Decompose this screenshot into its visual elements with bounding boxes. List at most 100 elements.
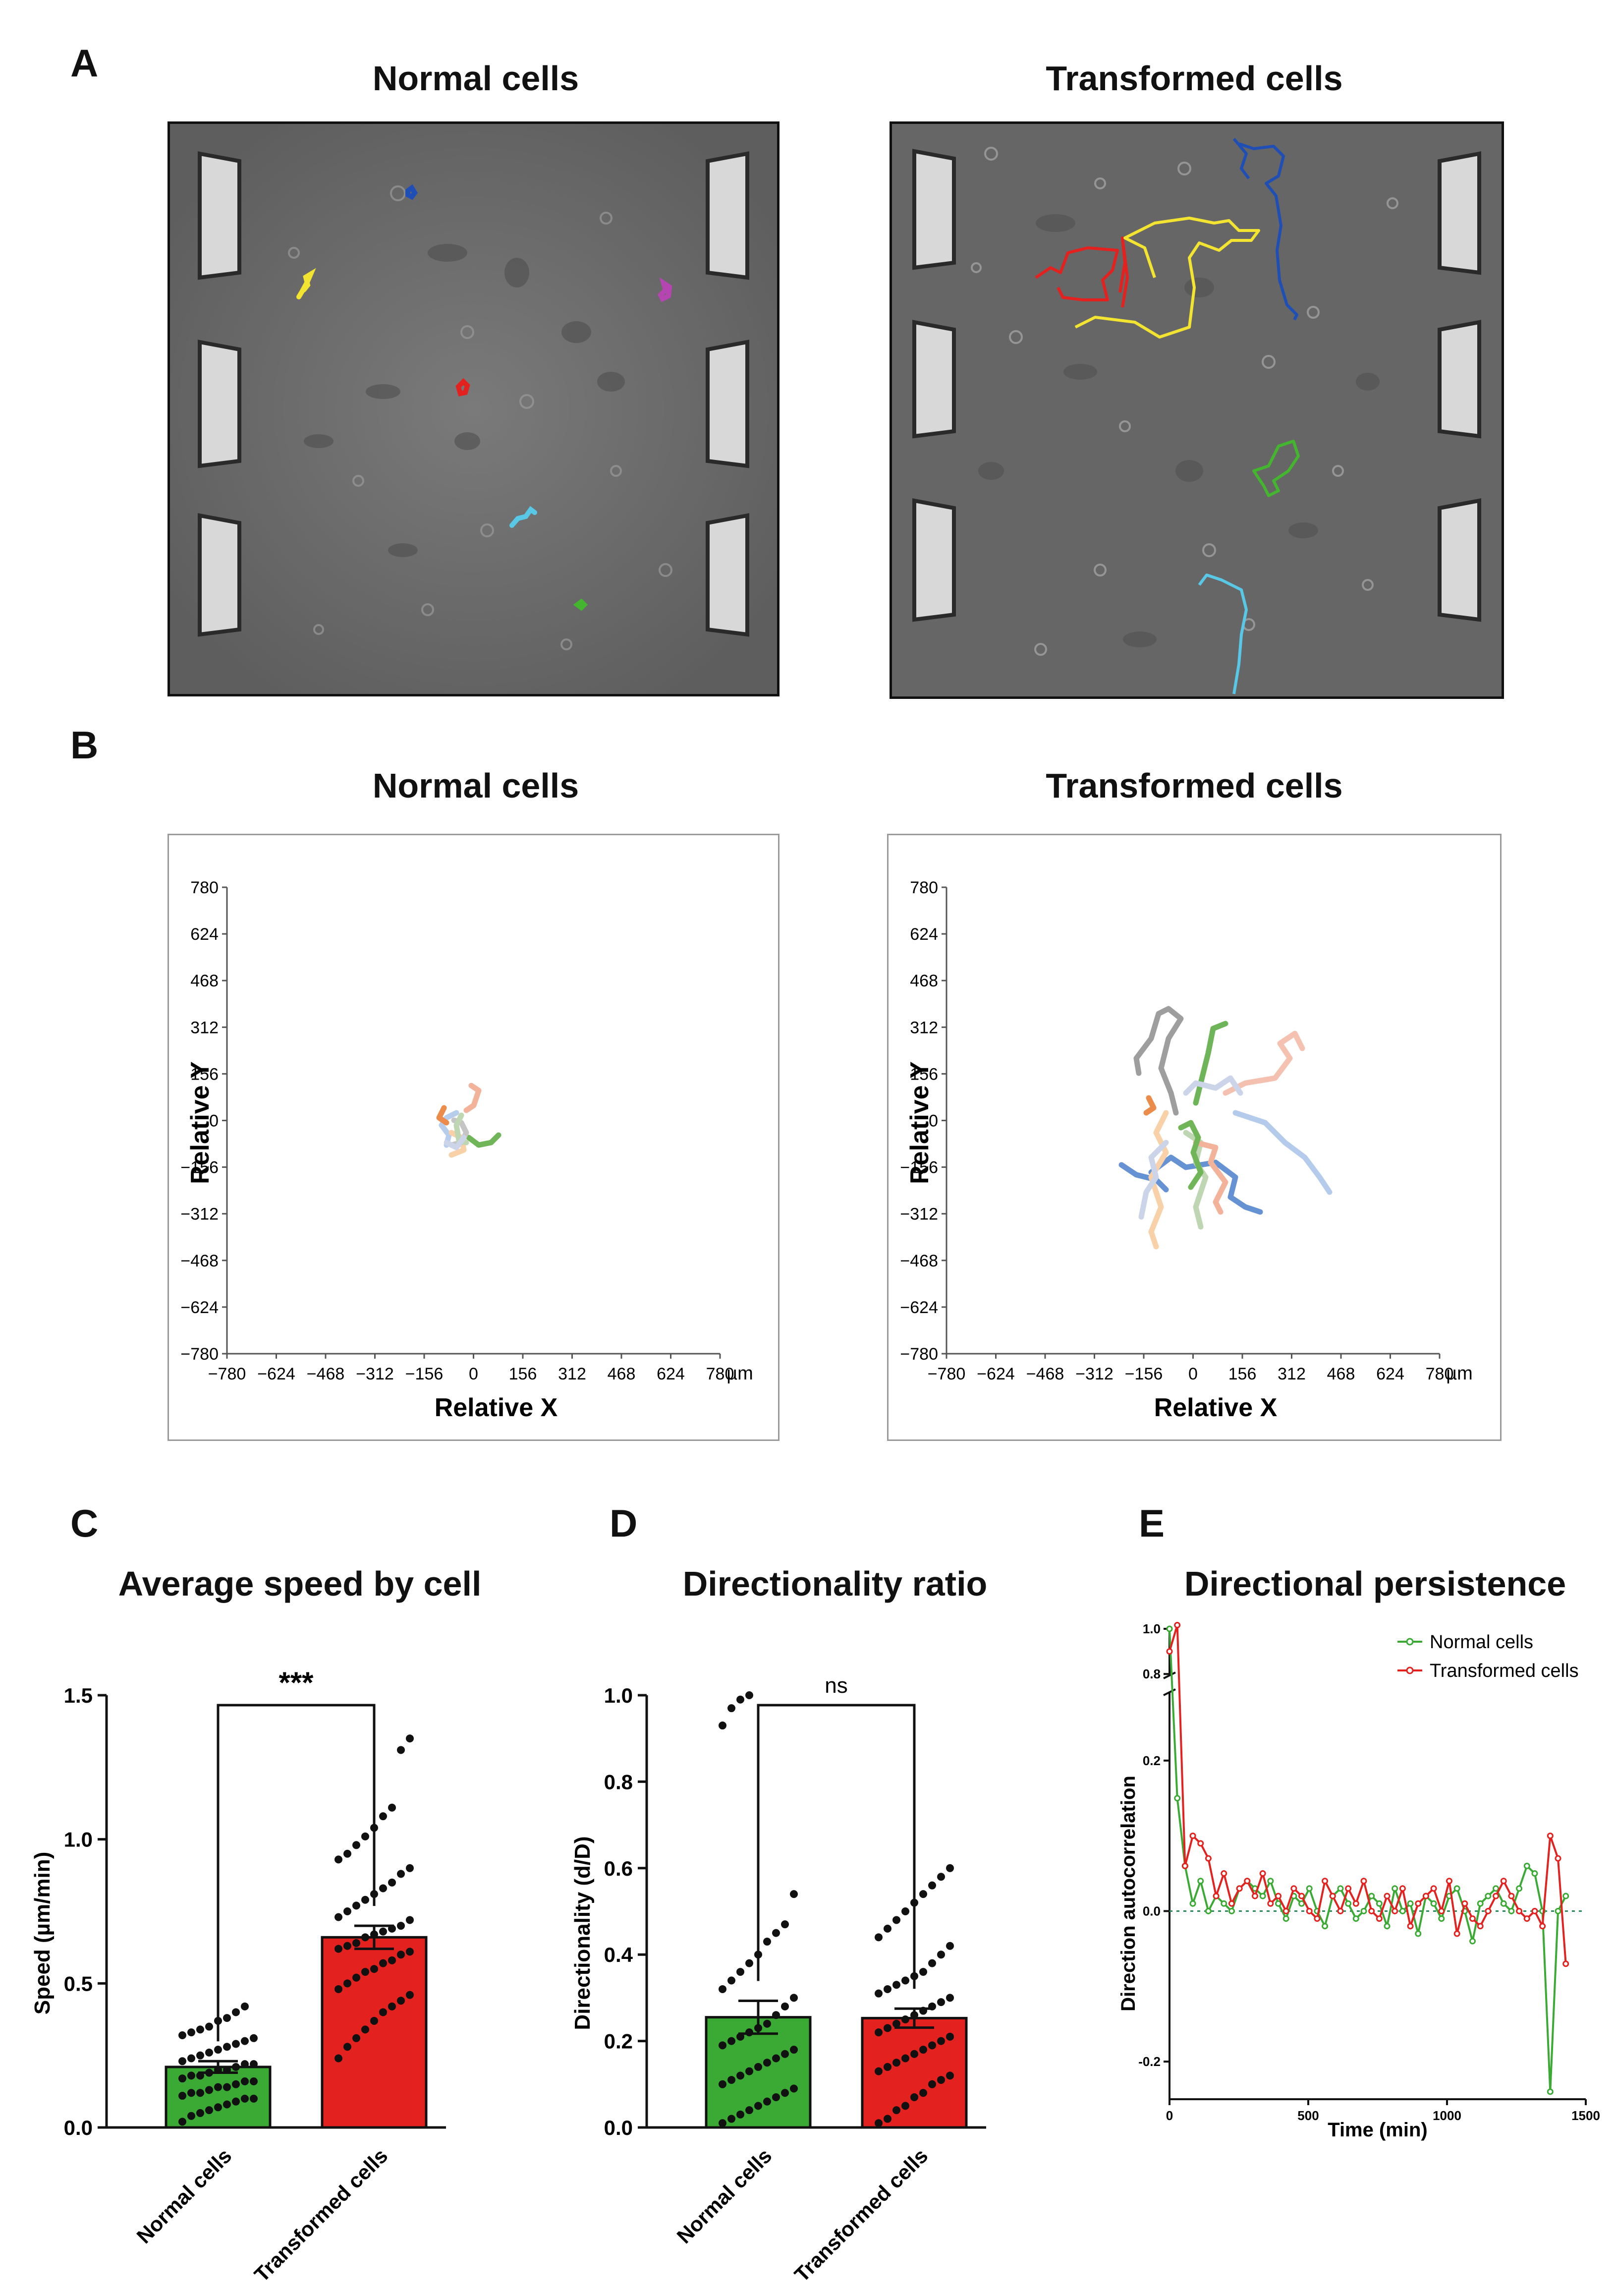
data-point (205, 2106, 213, 2115)
y-tick-label: 0.2 (604, 2030, 633, 2053)
data-point (754, 2063, 762, 2071)
data-point (343, 1979, 351, 1988)
series-point (1259, 1893, 1266, 1899)
series-point (1189, 1900, 1196, 1907)
data-point (178, 2031, 186, 2039)
panel-letter-e: E (1139, 1501, 1165, 1545)
data-point (361, 1968, 369, 1976)
series-point (1267, 1900, 1274, 1907)
x-tick-label: 156 (1228, 1365, 1257, 1383)
significance-label: ns (825, 1673, 847, 1698)
series-point (1562, 1960, 1569, 1967)
series-point (1531, 1870, 1538, 1877)
normal-tracks-cluster (436, 1083, 501, 1158)
x-tick-label: −780 (928, 1365, 966, 1383)
series-point (1360, 1907, 1367, 1914)
data-point (745, 2106, 753, 2115)
y-axis-label: Relative Y (186, 1061, 215, 1184)
data-point (352, 2034, 360, 2042)
legend-label: Transformed cells (1430, 1661, 1579, 1681)
x-tick-label: 312 (1278, 1365, 1306, 1383)
data-point (763, 2059, 771, 2067)
data-point (772, 2054, 780, 2063)
x-tick-label: 500 (1297, 2108, 1319, 2123)
data-point (919, 2046, 927, 2054)
data-point (232, 2063, 240, 2071)
data-point (178, 2074, 186, 2083)
y-tick-label: 624 (910, 925, 938, 944)
track-plot-normal: −780 −780 −624 −624 −468 −468 −312 −312 −156 −156… (167, 834, 780, 1441)
data-point (892, 1981, 900, 1989)
series-point (1384, 1893, 1391, 1899)
data-point (790, 2046, 798, 2054)
series-point (1275, 1893, 1282, 1899)
x-tick-label: 0 (1166, 2108, 1173, 2123)
data-point (370, 1930, 378, 1939)
data-point (388, 1924, 396, 1933)
y-tick-label: 468 (910, 972, 938, 990)
chart-d-y-label: Directionality (d/D) (570, 1836, 595, 2030)
series-point (1477, 1900, 1484, 1907)
transformed-tracks-cluster (1118, 1006, 1333, 1250)
data-point (946, 2071, 954, 2080)
data-point (178, 2092, 186, 2100)
y-tick-label: 780 (910, 878, 938, 897)
series-point (1430, 1885, 1437, 1892)
y-tick-label: −780 (900, 1345, 938, 1364)
data-point (214, 2066, 222, 2074)
normal-cell-tracks (296, 184, 672, 611)
data-point (772, 1929, 780, 1937)
data-point (187, 2089, 195, 2097)
series-point (1282, 1907, 1289, 1914)
data-point (919, 2007, 927, 2015)
data-point (772, 2093, 780, 2101)
y-tick-label: 1.5 (64, 1684, 93, 1707)
series-point (1523, 1915, 1530, 1922)
series-point (1352, 1915, 1359, 1922)
data-point (397, 1997, 405, 2005)
series-point (1290, 1885, 1297, 1892)
data-point (875, 2067, 883, 2075)
series-point (1221, 1870, 1227, 1877)
series-point (1298, 1900, 1305, 1907)
data-point (406, 1991, 414, 1999)
data-point (250, 2060, 258, 2068)
data-point (205, 2048, 213, 2057)
data-point (884, 2024, 891, 2032)
data-point (892, 2019, 900, 2028)
data-point (187, 2054, 195, 2063)
micropillars (198, 151, 749, 637)
x-tick-label: −468 (1026, 1365, 1064, 1383)
data-point (370, 2016, 378, 2025)
series-point (1236, 1885, 1243, 1892)
data-point (901, 1976, 909, 1985)
category-label: Normal cells (672, 2144, 776, 2248)
data-point (241, 2002, 249, 2010)
series-point (1306, 1885, 1313, 1892)
data-point (223, 2083, 231, 2091)
data-point (901, 2102, 909, 2110)
y-tick-label: 0.0 (1143, 1903, 1161, 1918)
x-tick-label: −624 (257, 1365, 295, 1383)
data-point (187, 2071, 195, 2080)
series-point (1407, 1900, 1414, 1907)
data-point (736, 2071, 744, 2080)
data-point (178, 2057, 186, 2066)
y-tick-label: 468 (190, 972, 219, 990)
y-tick-label: 0.8 (1143, 1666, 1161, 1681)
data-point (379, 1927, 387, 1936)
series-point (1298, 1893, 1305, 1899)
data-point (241, 2077, 249, 2085)
unit-label: µm (1446, 1363, 1473, 1384)
series-point (1531, 1907, 1538, 1914)
panel-a-transformed-title: Transformed cells (1046, 59, 1343, 98)
x-tick-label: −312 (1075, 1365, 1114, 1383)
y-tick-label: −624 (900, 1298, 938, 1317)
y-tick-label: 312 (190, 1018, 219, 1037)
x-tick-label: −624 (977, 1365, 1015, 1383)
series-point (1166, 1648, 1173, 1655)
data-point (406, 1948, 414, 1956)
series-point (1360, 1878, 1367, 1885)
y-tick-label: 1.0 (604, 1684, 633, 1707)
series-point (1306, 1907, 1313, 1914)
